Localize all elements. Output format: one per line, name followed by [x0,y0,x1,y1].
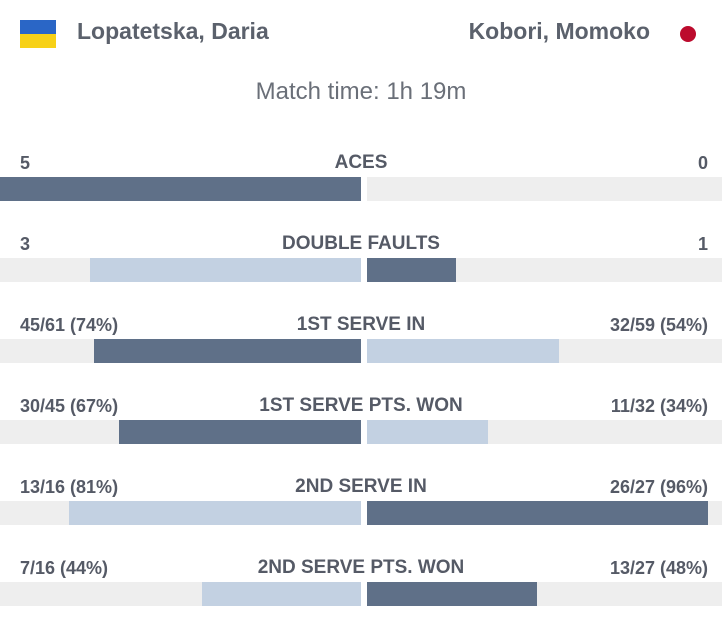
stat-right-bar-fill [367,258,456,282]
stat-row: 45/61 (74%) 1ST SERVE IN 32/59 (54%) [0,314,722,384]
stat-right-value: 1 [697,234,708,254]
stat-row: 3 DOUBLE FAULTS 1 [0,233,722,303]
stat-right-value: 11/32 (34%) [610,396,708,416]
player-left-name[interactable]: Lopatetska, Daria [77,18,269,44]
stat-left-value: 5 [20,153,31,173]
stat-row: 30/45 (67%) 1ST SERVE PTS. WON 11/32 (34%) [0,395,722,465]
stat-right-bar-track [367,177,722,201]
stat-left-bar-fill [202,582,361,606]
stat-left-value: 45/61 (74%) [20,315,119,335]
stat-left-bar-track [0,177,361,201]
stat-left-bar-fill [69,501,361,525]
japan-flag-icon [668,14,708,54]
stat-row: 13/16 (81%) 2ND SERVE IN 26/27 (96%) [0,476,722,546]
stat-title: 1ST SERVE IN [296,314,426,335]
stat-right-bar-track [367,420,722,444]
stat-right-bar-fill [367,582,537,606]
stat-right-value: 0 [697,153,708,173]
stat-left-value: 13/16 (81%) [20,477,119,497]
stat-left-bar-track [0,339,361,363]
match-header: Lopatetska, Daria Kobori, Momoko [0,0,722,62]
stat-left-value: 7/16 (44%) [20,558,109,578]
stat-left-bar-track [0,501,361,525]
stat-right-bar-fill [367,420,488,444]
stat-left-bar-fill [0,177,361,201]
stat-right-bar-fill [367,339,559,363]
stat-right-bar-track [367,582,722,606]
stat-title: 2ND SERVE PTS. WON [257,557,465,578]
stat-row: 5 ACES 0 [0,152,722,222]
stat-left-bar-fill [119,420,361,444]
stat-title: ACES [334,152,388,173]
stat-row: 7/16 (44%) 2ND SERVE PTS. WON 13/27 (48%) [0,557,722,627]
stat-title: 1ST SERVE PTS. WON [259,395,463,416]
stat-right-value: 26/27 (96%) [609,477,708,497]
ukraine-flag-icon [20,20,56,48]
match-time: Match time: 1h 19m [255,78,467,105]
stat-left-value: 3 [20,234,31,254]
stat-left-bar-fill [90,258,361,282]
stat-right-bar-track [367,258,722,282]
stat-right-bar-fill [367,501,708,525]
stat-left-bar-track [0,420,361,444]
stat-right-value: 13/27 (48%) [609,558,708,578]
stat-right-bar-track [367,339,722,363]
player-right-name[interactable]: Kobori, Momoko [468,18,650,44]
stat-right-bar-track [367,501,722,525]
stat-right-value: 32/59 (54%) [609,315,708,335]
stat-left-value: 30/45 (67%) [20,396,119,416]
stat-left-bar-fill [94,339,361,363]
stat-left-bar-track [0,258,361,282]
stat-left-bar-track [0,582,361,606]
stat-title: 2ND SERVE IN [295,476,427,497]
stat-title: DOUBLE FAULTS [282,233,440,254]
